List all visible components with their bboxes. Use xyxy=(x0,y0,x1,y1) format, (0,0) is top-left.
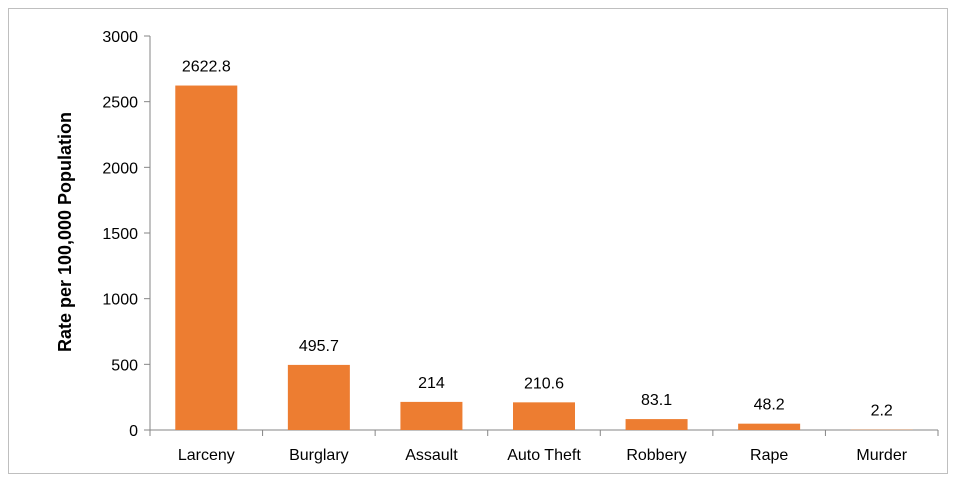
bars-group: 2622.8 495.7 214 210.6 83.1 48.2 2.2 xyxy=(175,59,913,430)
data-label: 495.7 xyxy=(299,338,339,355)
x-tick-label: Assault xyxy=(405,447,458,464)
y-tick-label: 500 xyxy=(111,357,138,374)
x-tick-label: Burglary xyxy=(289,447,349,464)
data-label: 83.1 xyxy=(641,392,672,409)
data-label: 2622.8 xyxy=(182,59,231,76)
y-tick-label: 0 xyxy=(129,423,138,440)
y-tick-label: 3000 xyxy=(102,29,138,46)
y-tick-label: 1000 xyxy=(102,292,138,309)
y-axis: 0 500 1000 1500 2000 2500 3000 xyxy=(102,29,151,440)
bar-assault xyxy=(400,401,463,430)
y-axis-title: Rate per 100,000 Population xyxy=(55,112,75,352)
bar-burglary xyxy=(287,364,350,430)
bar-auto-theft xyxy=(513,402,575,430)
x-axis: Larceny Burglary Assault Auto Theft Robbery R… xyxy=(149,429,939,464)
data-label: 2.2 xyxy=(871,403,893,420)
data-label: 210.6 xyxy=(524,375,564,392)
x-tick-label: Murder xyxy=(856,447,907,464)
x-tick-label: Larceny xyxy=(178,447,235,464)
y-tick-label: 1500 xyxy=(102,226,138,243)
x-tick-label: Robbery xyxy=(626,447,686,464)
data-label: 214 xyxy=(418,375,445,392)
bar-larceny xyxy=(175,85,238,430)
data-label: 48.2 xyxy=(754,397,785,414)
y-tick-label: 2500 xyxy=(102,95,138,112)
x-tick-label: Rape xyxy=(750,447,788,464)
x-tick-label: Auto Theft xyxy=(507,447,581,464)
chart-frame xyxy=(8,8,948,474)
bar-robbery xyxy=(625,419,688,430)
bar-rape xyxy=(738,423,801,430)
y-tick-label: 2000 xyxy=(102,160,138,177)
